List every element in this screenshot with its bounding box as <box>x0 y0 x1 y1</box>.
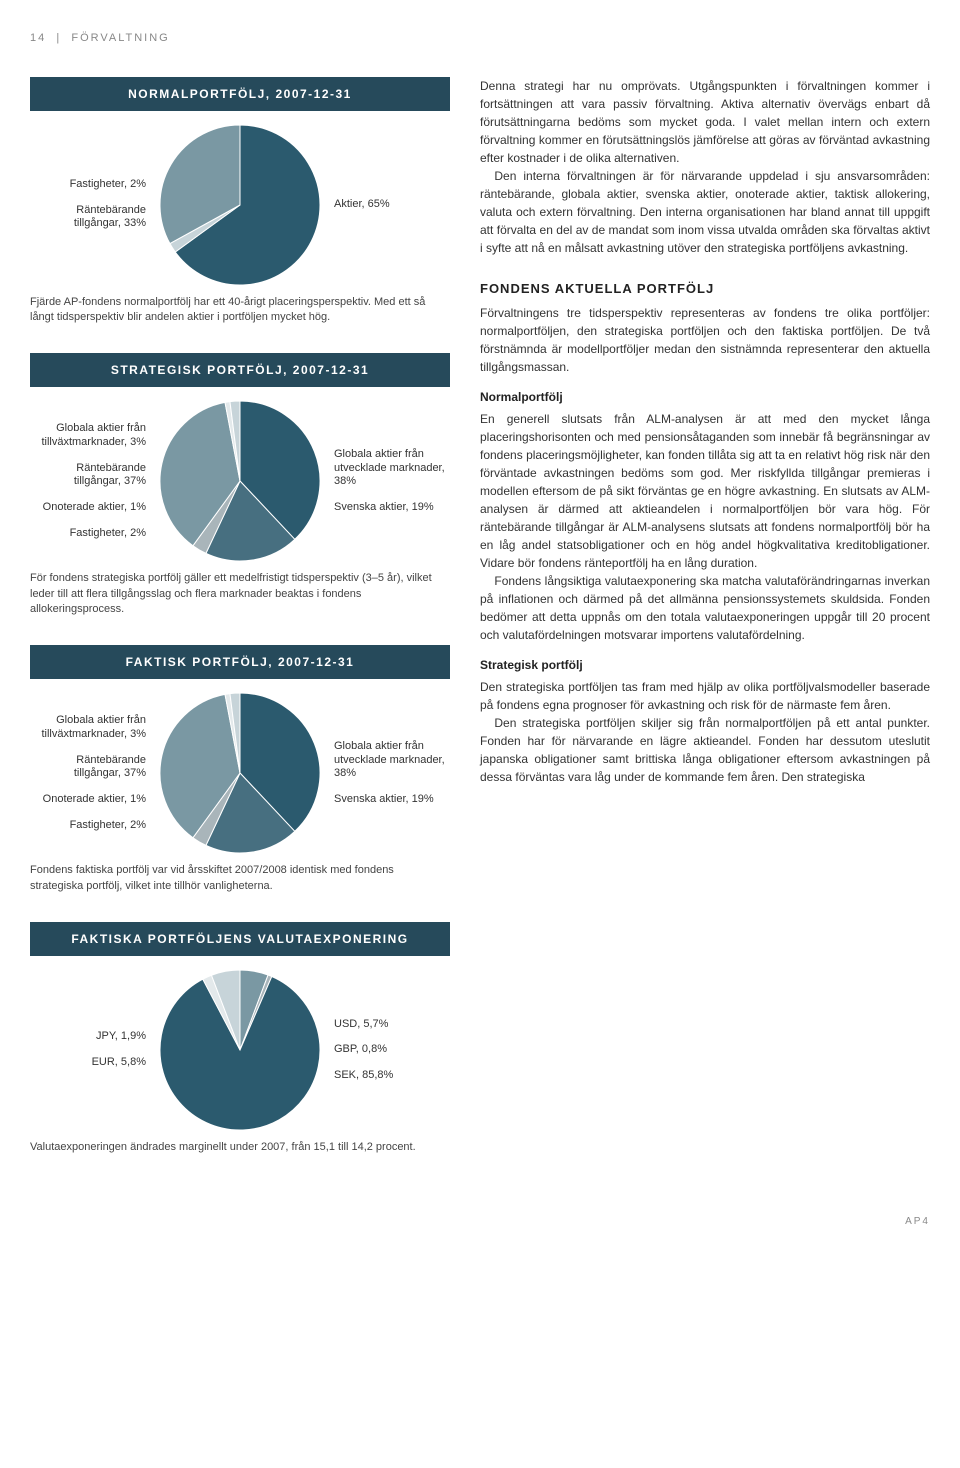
chart-label: Globala aktier från tillväxt­marknader, … <box>30 422 150 450</box>
chart-label: Fastigheter, 2% <box>66 178 150 192</box>
chart-currency: FAKTISKA PORTFÖLJENS VALUTAEXPONERING JP… <box>30 922 450 1155</box>
pie-chart <box>160 401 320 561</box>
footer-mark: AP4 <box>30 1214 930 1229</box>
chart-title: FAKTISK PORTFÖLJ, 2007-12-31 <box>30 645 450 679</box>
body-text: Denna strategi har nu omprövats. Utgångs… <box>480 77 930 1184</box>
chart-label: Onoterade aktier, 1% <box>39 501 150 515</box>
chart-label: EUR, 5,8% <box>88 1056 150 1070</box>
paragraph: Fondens långsiktiga valutaexponering ska… <box>480 572 930 644</box>
chart-actual: FAKTISK PORTFÖLJ, 2007-12-31 Globala akt… <box>30 645 450 894</box>
chart-label: Globala aktier från utvecklade marknader… <box>330 448 450 489</box>
chart-caption: Valutaexponeringen ändrades marginellt u… <box>30 1140 450 1155</box>
paragraph: Denna strategi har nu omprövats. Utgångs… <box>480 77 930 167</box>
chart-caption: Fondens faktiska portfölj var vid årsski… <box>30 863 450 894</box>
chart-normal: NORMALPORTFÖLJ, 2007-12-31 Fastigheter, … <box>30 77 450 326</box>
chart-label: SEK, 85,8% <box>330 1069 397 1083</box>
paragraph: Den interna förvaltningen är för närvara… <box>480 167 930 257</box>
pie-chart <box>160 693 320 853</box>
page-header: 14 | FÖRVALTNING <box>30 30 930 47</box>
chart-title: FAKTISKA PORTFÖLJENS VALUTAEXPONERING <box>30 922 450 956</box>
chart-strategic: STRATEGISK PORTFÖLJ, 2007-12-31 Globala … <box>30 353 450 617</box>
pie-chart <box>160 970 320 1130</box>
chart-label: Räntebärande tillgångar, 33% <box>30 204 150 232</box>
paragraph: Förvaltningens tre tidsperspektiv repres… <box>480 304 930 376</box>
chart-title: NORMALPORTFÖLJ, 2007-12-31 <box>30 77 450 111</box>
chart-label: Svenska aktier, 19% <box>330 793 438 807</box>
sub-heading: Normalportfölj <box>480 388 930 406</box>
page-number: 14 <box>30 32 46 44</box>
sub-heading: Strategisk portfölj <box>480 656 930 674</box>
chart-label: Räntebärande tillgångar, 37% <box>30 754 150 782</box>
chart-label: Fastigheter, 2% <box>66 527 150 541</box>
chart-label: Räntebärande tillgångar, 37% <box>30 462 150 490</box>
section-name: FÖRVALTNING <box>71 32 169 44</box>
chart-label: Svenska aktier, 19% <box>330 501 438 515</box>
chart-label: GBP, 0,8% <box>330 1043 391 1057</box>
chart-label: Onoterade aktier, 1% <box>39 793 150 807</box>
paragraph: Den strategiska portföljen tas fram med … <box>480 678 930 714</box>
chart-caption: För fondens strategiska portfölj gäller … <box>30 571 450 617</box>
section-heading: FONDENS AKTUELLA PORTFÖLJ <box>480 279 930 299</box>
pie-chart <box>160 125 320 285</box>
chart-caption: Fjärde AP-fondens normalportfölj har ett… <box>30 295 450 326</box>
paragraph: En generell slutsats från ALM-analysen ä… <box>480 410 930 572</box>
chart-label: JPY, 1,9% <box>92 1030 150 1044</box>
chart-label: Aktier, 65% <box>330 198 394 212</box>
chart-label: USD, 5,7% <box>330 1018 392 1032</box>
chart-label: Globala aktier från utvecklade marknader… <box>330 740 450 781</box>
chart-label: Fastigheter, 2% <box>66 819 150 833</box>
chart-label: Globala aktier från tillväxt­marknader, … <box>30 714 150 742</box>
chart-title: STRATEGISK PORTFÖLJ, 2007-12-31 <box>30 353 450 387</box>
paragraph: Den strategiska portföljen skiljer sig f… <box>480 714 930 786</box>
